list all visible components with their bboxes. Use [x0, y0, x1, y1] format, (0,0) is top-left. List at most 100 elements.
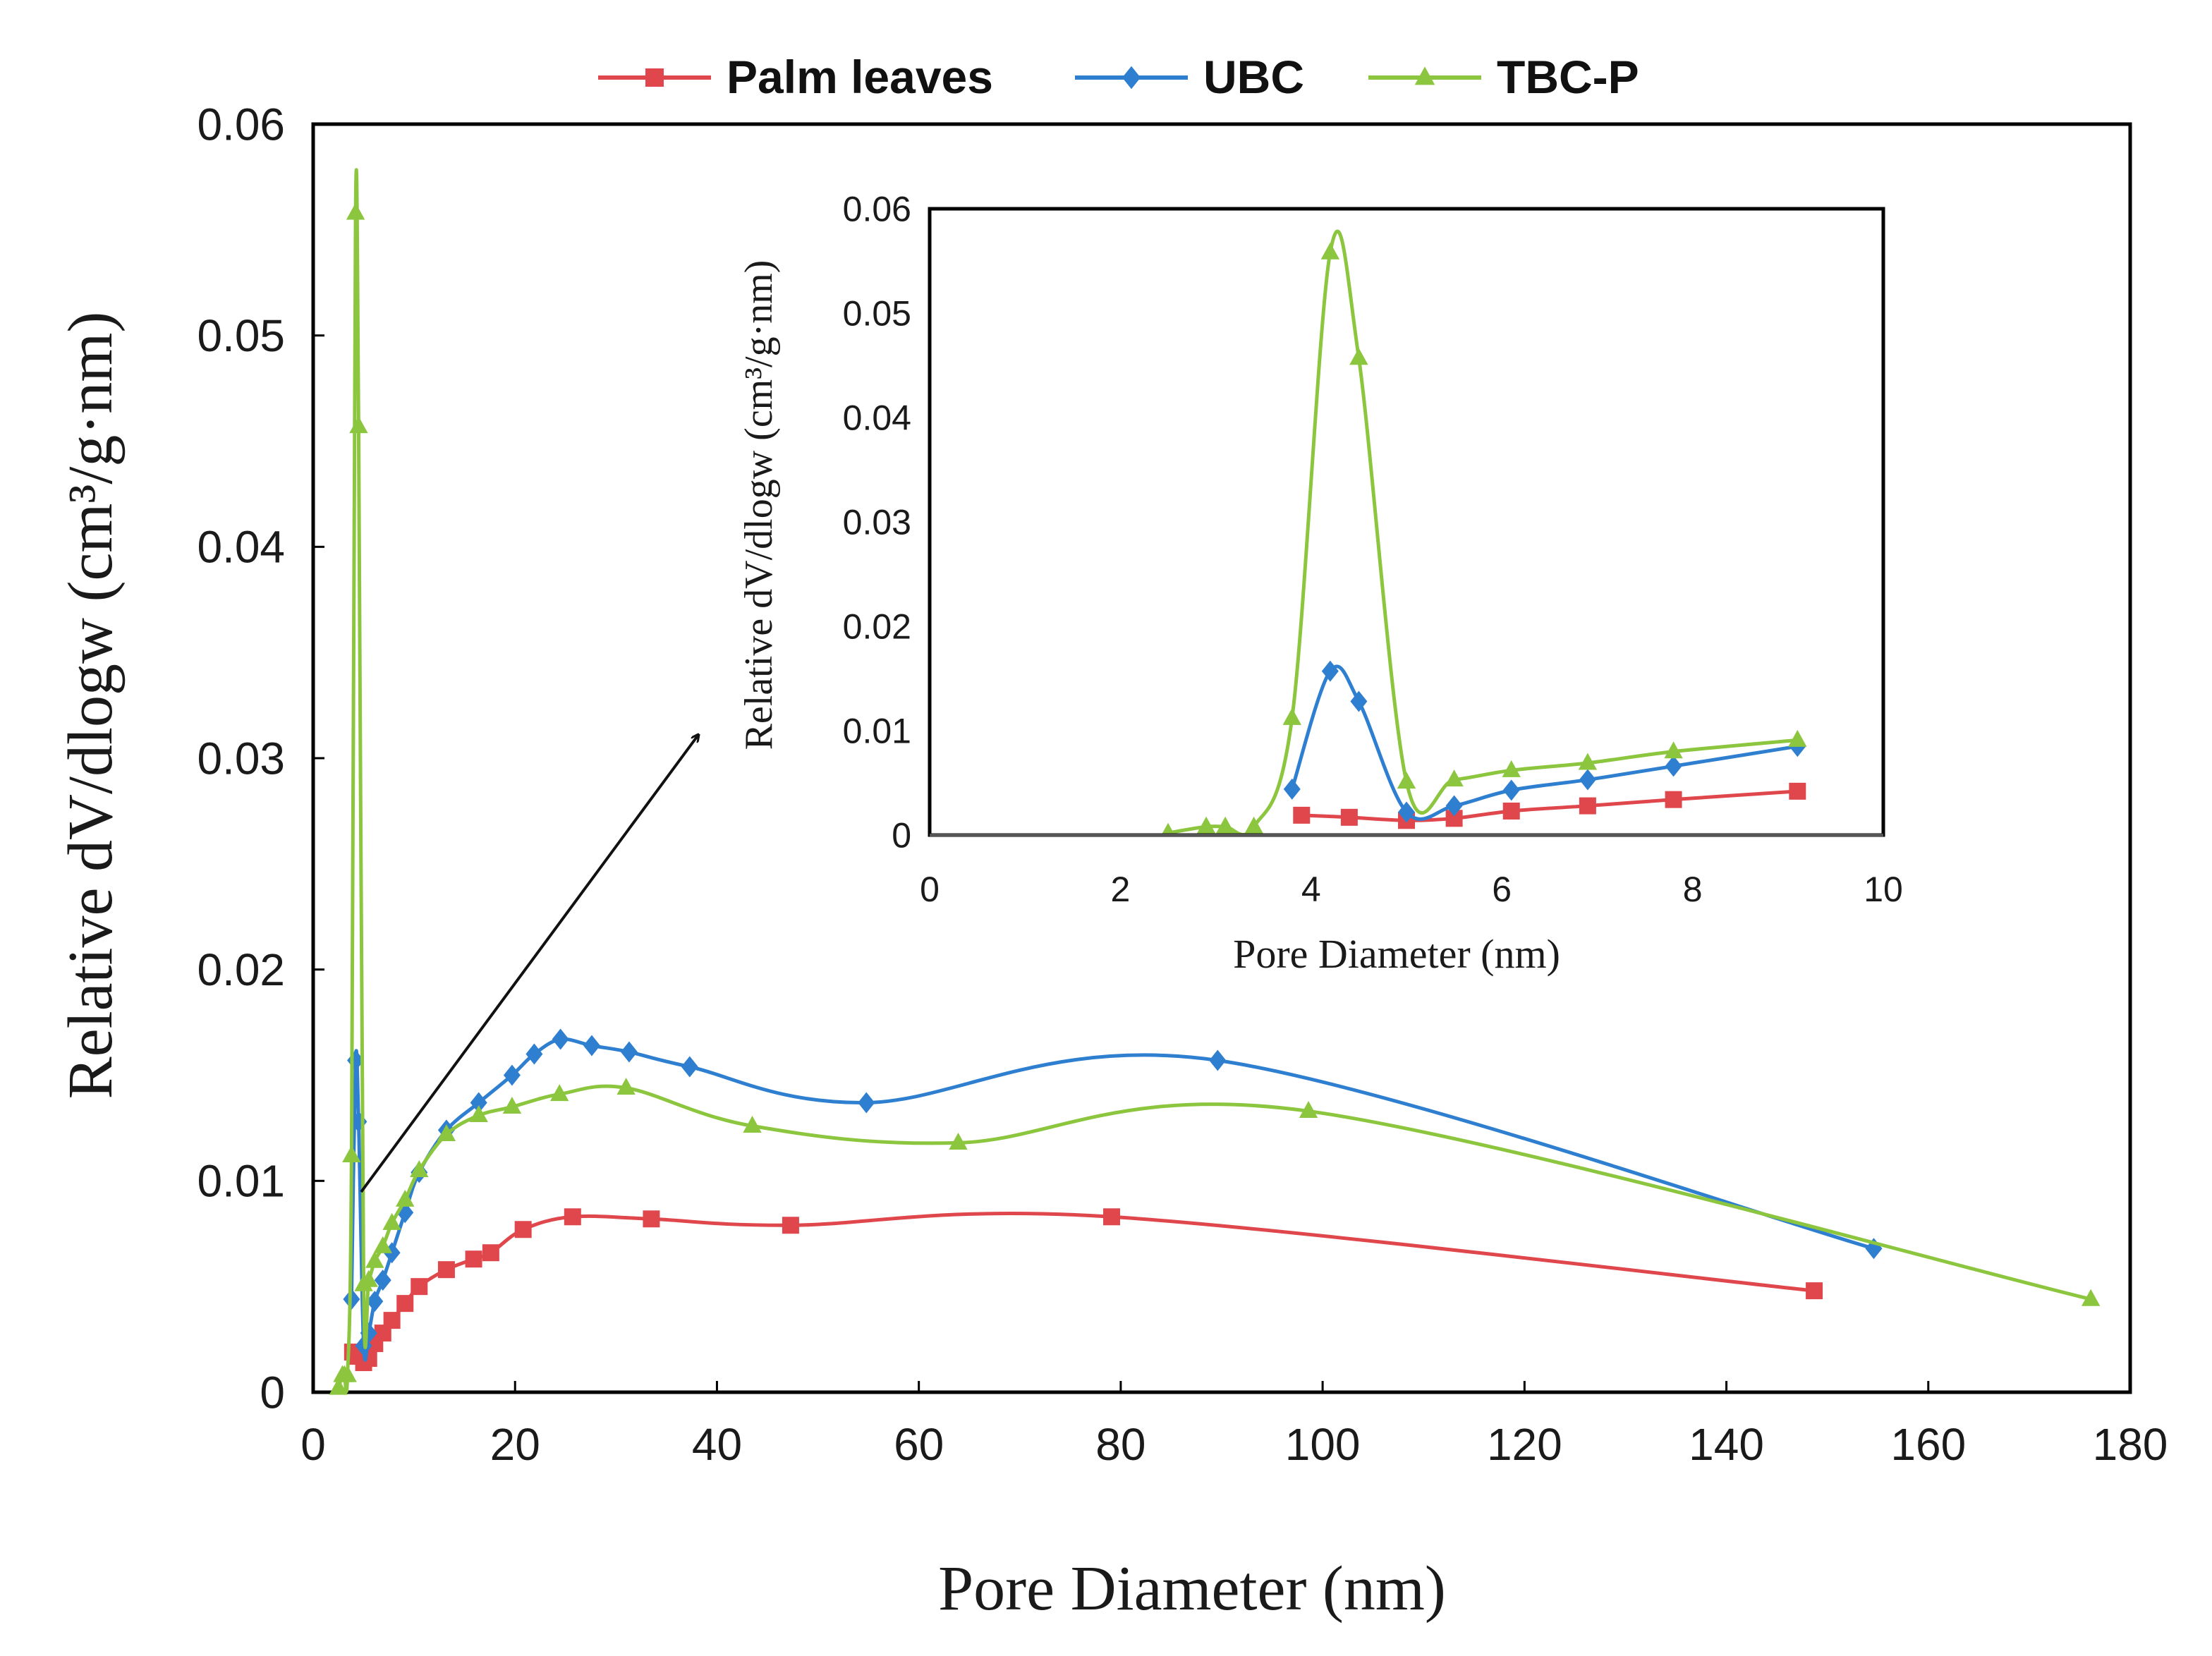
main-x-tick-label: 180 — [2093, 1419, 2168, 1470]
inset-y-tick-label: 0.05 — [843, 294, 911, 334]
main-point-tbc-p — [342, 1145, 361, 1162]
main-point-ubc — [620, 1041, 638, 1063]
main-x-tick-label: 140 — [1689, 1419, 1764, 1470]
inset-point-ubc — [1321, 660, 1339, 682]
main-point-ubc — [525, 1043, 543, 1065]
inset-series — [1161, 229, 1807, 835]
main-point-tbc-p — [338, 1365, 357, 1382]
inset-point-tbc-p — [1196, 816, 1216, 834]
main-point-tbc-p — [2081, 1289, 2101, 1306]
legend-swatch-marker — [1122, 66, 1141, 90]
inset-point-palm-leaves — [1502, 802, 1520, 820]
main-y-axis: 0 0.01 0.02 0.03 0.04 0.05 0.06 — [197, 99, 324, 1418]
main-point-palm-leaves — [383, 1312, 401, 1329]
inset-point-tbc-p — [1502, 760, 1521, 777]
inset-point-tbc-p — [1788, 729, 1807, 747]
main-line-ubc — [349, 1037, 1875, 1362]
inset-point-ubc — [1398, 801, 1415, 823]
main-point-ubc — [470, 1092, 487, 1114]
inset-point-tbc-p — [1215, 816, 1235, 834]
inset-point-ubc — [1502, 779, 1520, 801]
main-x-tick-label: 40 — [692, 1419, 742, 1470]
main-point-ubc — [350, 1111, 367, 1133]
inset-point-tbc-p — [1282, 707, 1301, 725]
main-point-palm-leaves — [782, 1217, 799, 1234]
main-y-tick-label: 0 — [260, 1367, 285, 1418]
legend-label: Palm leaves — [727, 51, 993, 103]
inset-point-palm-leaves — [1665, 791, 1682, 808]
main-point-tbc-p — [396, 1189, 415, 1207]
inset-point-tbc-p — [1397, 772, 1416, 789]
inset-x-tick-label: 6 — [1492, 870, 1512, 909]
main-point-palm-leaves — [396, 1295, 414, 1313]
main-point-ubc — [366, 1291, 384, 1313]
inset-point-ubc — [1283, 778, 1301, 800]
main-point-palm-leaves — [411, 1278, 428, 1296]
inset-x-axis: 0 2 4 6 8 10 — [920, 870, 1903, 909]
inset-point-ubc — [1350, 690, 1368, 712]
inset-x-tick-label: 4 — [1301, 870, 1321, 909]
inset-point-tbc-p — [1578, 753, 1598, 770]
main-x-tick-label: 160 — [1890, 1419, 1966, 1470]
inset-point-tbc-p — [1664, 741, 1683, 759]
inset-point-palm-leaves — [1340, 808, 1358, 826]
main-x-tick-label: 80 — [1095, 1419, 1146, 1470]
main-point-tbc-p — [469, 1105, 488, 1123]
main-series-ubc — [343, 1028, 1883, 1362]
legend-item-ubc: UBC — [1075, 51, 1304, 103]
inset-point-tbc-p — [1244, 816, 1263, 834]
main-point-ubc — [681, 1056, 698, 1078]
main-point-tbc-p — [359, 1270, 378, 1287]
inset-series-tbc-p — [1161, 229, 1807, 835]
main-point-palm-leaves — [1806, 1282, 1823, 1300]
inset-point-tbc-p — [1349, 348, 1368, 365]
main-point-tbc-p — [743, 1116, 762, 1133]
inset-y-tick-label: 0.04 — [843, 398, 911, 438]
main-point-palm-leaves — [465, 1250, 482, 1268]
main-line-palm-leaves — [351, 1211, 1815, 1365]
main-series-palm-leaves — [344, 1208, 1823, 1372]
main-point-tbc-p — [365, 1250, 384, 1268]
inset-point-palm-leaves — [1293, 806, 1311, 824]
main-point-ubc — [503, 1064, 521, 1086]
main-y-axis-label: Relative dV/dlogw (cm³/g·nm) — [56, 312, 126, 1100]
main-series — [329, 168, 2101, 1395]
main-x-tick-label: 120 — [1487, 1419, 1562, 1470]
main-point-palm-leaves — [643, 1210, 660, 1228]
main-y-tick-label: 0.04 — [197, 522, 285, 573]
main-x-axis-label: Pore Diameter (nm) — [938, 1554, 1446, 1624]
inset-x-tick-label: 10 — [1864, 870, 1903, 909]
inset-plot-background — [930, 209, 1883, 835]
legend-label: UBC — [1203, 51, 1304, 103]
main-series-tbc-p — [329, 168, 2101, 1395]
main-point-tbc-p — [346, 202, 365, 220]
zoom-arrow — [360, 735, 698, 1193]
inset-y-tick-label: 0.03 — [843, 503, 911, 542]
legend-item-palm-leaves: Palm leaves — [598, 51, 993, 103]
inset-point-tbc-p — [1445, 769, 1464, 787]
legend-item-tbc-p: TBC-P — [1368, 51, 1639, 103]
inset-x-axis-label: Pore Diameter (nm) — [1233, 931, 1560, 977]
main-point-tbc-p — [349, 416, 368, 434]
legend-swatch-marker — [645, 68, 664, 87]
inset-y-tick-label: 0.01 — [843, 712, 911, 751]
main-point-palm-leaves — [514, 1221, 532, 1238]
inset-x-tick-label: 0 — [920, 870, 940, 909]
main-point-ubc — [1209, 1049, 1227, 1071]
main-point-tbc-p — [410, 1159, 429, 1177]
main-x-tick-label: 60 — [894, 1419, 944, 1470]
main-point-tbc-p — [373, 1236, 392, 1253]
main-x-axis: 0 20 40 60 80 100 120 140 160 180 — [300, 1381, 2168, 1470]
main-point-tbc-p — [502, 1097, 522, 1114]
inset-y-tick-label: 0.02 — [843, 607, 911, 647]
inset-point-ubc — [1445, 795, 1463, 817]
main-y-tick-label: 0.05 — [197, 310, 285, 361]
main-point-ubc — [583, 1035, 600, 1057]
main-x-tick-label: 100 — [1285, 1419, 1361, 1470]
inset-y-tick-label: 0 — [892, 816, 911, 856]
main-point-tbc-p — [1299, 1101, 1318, 1119]
main-x-tick-label: 20 — [490, 1419, 540, 1470]
main-y-tick-label: 0.06 — [197, 99, 285, 150]
main-point-tbc-p — [549, 1084, 569, 1102]
